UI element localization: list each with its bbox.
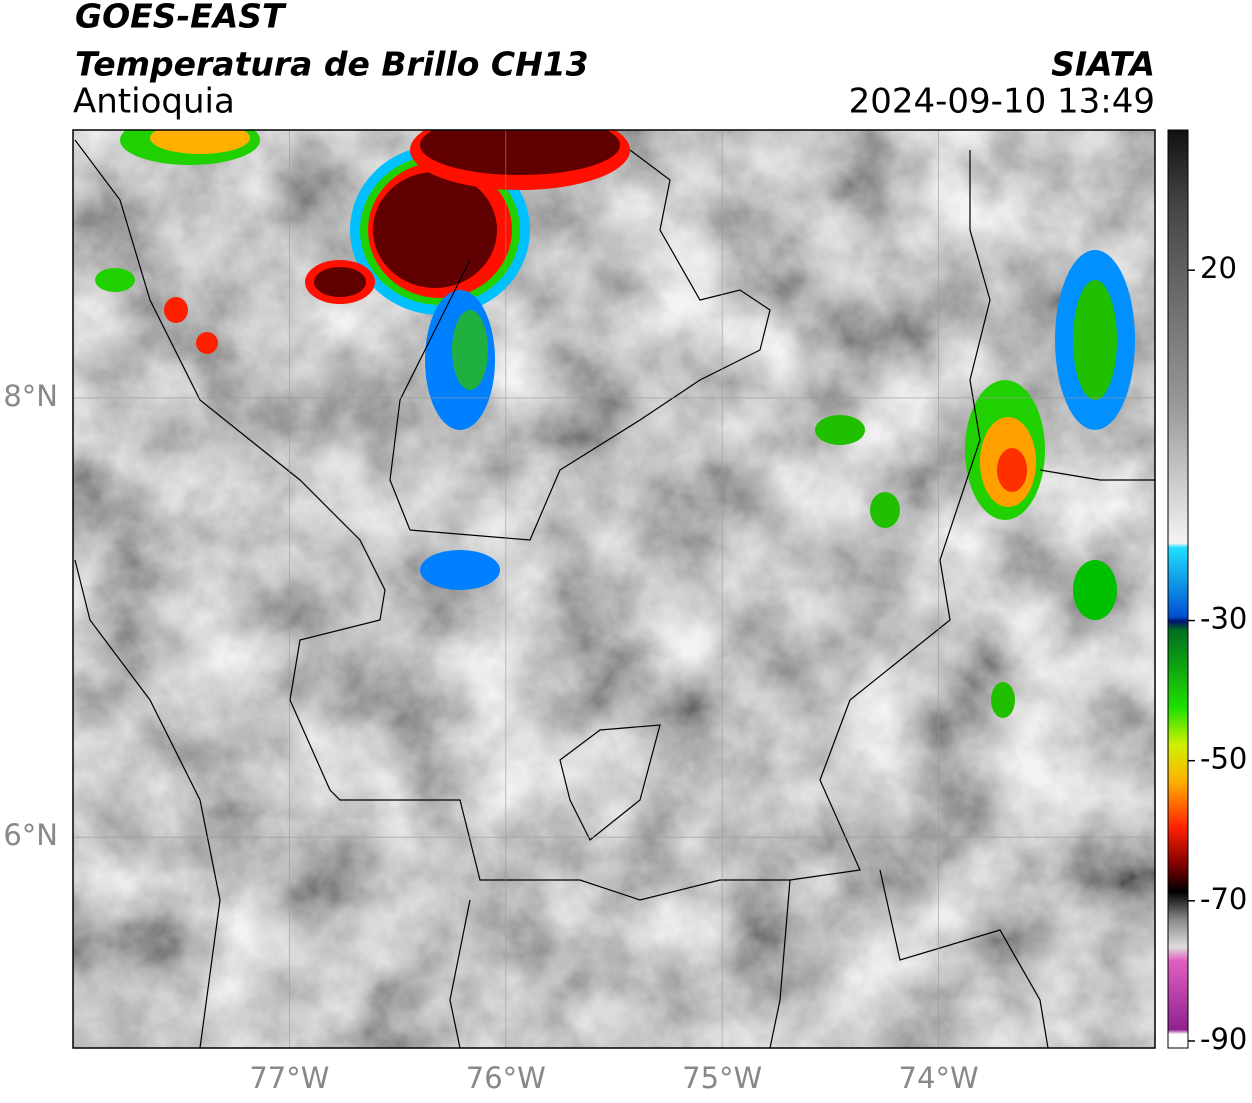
colorbar-tick-label: 20 <box>1200 251 1237 285</box>
x-tick-label: 77°W <box>249 1061 329 1095</box>
x-tick-label: 75°W <box>682 1061 762 1095</box>
cold-cloud-tops <box>95 130 1135 718</box>
grid <box>73 130 1155 1048</box>
colorbar-tick-label: -30 <box>1200 602 1247 636</box>
boundaries <box>74 139 1155 1048</box>
map-imagery <box>73 130 1155 1048</box>
region-label: Antioquia <box>73 82 235 122</box>
x-tick-label: 74°W <box>899 1061 979 1095</box>
x-tick-label: 76°W <box>466 1061 546 1095</box>
y-tick-label: 8°N <box>3 379 58 413</box>
colorbar <box>1167 129 1189 1049</box>
cloud-texture <box>73 130 1155 1048</box>
ticks: 77°W 76°W 75°W 74°W 6°N 8°N 20 -30 -50 -70 -90 <box>3 251 1247 1095</box>
y-tick-label: 6°N <box>3 818 58 852</box>
source-label: SIATA <box>1051 45 1155 84</box>
colorbar-tick-label: -90 <box>1200 1022 1247 1056</box>
colorbar-tick-label: -50 <box>1200 742 1247 776</box>
map-frame <box>72 129 1156 1049</box>
colorbar-tick-label: -70 <box>1200 882 1247 916</box>
datetime-label: 2024-09-10 13:49 <box>849 82 1155 122</box>
product-title: Temperatura de Brillo CH13 <box>75 45 589 84</box>
satellite-title: GOES-EAST <box>75 0 287 36</box>
